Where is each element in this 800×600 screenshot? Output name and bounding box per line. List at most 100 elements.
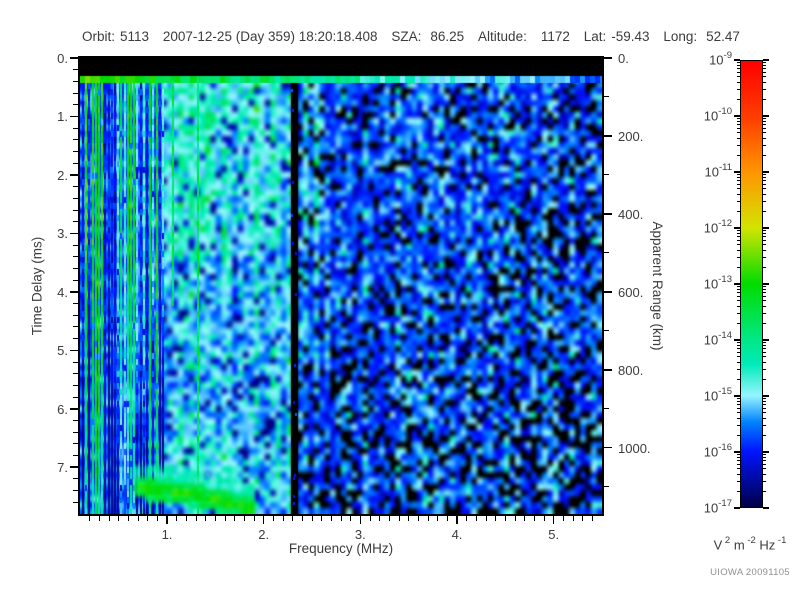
colorbar-major-tick bbox=[734, 59, 740, 61]
y-axis-minor-tick bbox=[73, 431, 78, 433]
colorbar-minor-tick bbox=[763, 210, 766, 212]
x-axis-minor-tick bbox=[524, 516, 526, 521]
colorbar-major-tick bbox=[734, 283, 740, 285]
colorbar-minor-tick bbox=[737, 118, 740, 120]
y-axis-minor-tick bbox=[73, 127, 78, 129]
y-axis-major-tick bbox=[70, 115, 78, 118]
colorbar-minor-tick bbox=[737, 98, 740, 100]
y-axis-minor-tick bbox=[73, 209, 78, 211]
colorbar-minor-tick bbox=[737, 144, 740, 146]
y-axis-minor-tick bbox=[73, 221, 78, 223]
colorbar-major-tick bbox=[763, 339, 769, 341]
y-axis-tick-label: 6. bbox=[57, 401, 68, 417]
header-altitude: Altitude: 1172 bbox=[478, 29, 570, 44]
y2-axis-minor-tick bbox=[604, 408, 609, 410]
colorbar-minor-tick bbox=[737, 368, 740, 370]
colorbar-minor-tick bbox=[737, 351, 740, 353]
y2-axis-tick-label: 0. bbox=[618, 51, 629, 66]
colorbar-minor-tick bbox=[763, 398, 766, 400]
colorbar-minor-tick bbox=[737, 249, 740, 251]
colorbar-minor-tick bbox=[737, 266, 740, 268]
colorbar-minor-tick bbox=[763, 176, 766, 178]
colorbar-major-tick bbox=[763, 115, 769, 117]
x-axis-tick-label: 4. bbox=[451, 527, 463, 542]
x-axis-minor-tick bbox=[446, 516, 448, 521]
header-info: Orbit: 5113 2007-12-25 (Day 359) 18:20:1… bbox=[82, 29, 740, 44]
colorbar-major-tick bbox=[734, 171, 740, 173]
colorbar-minor-tick bbox=[737, 407, 740, 409]
colorbar-major-tick bbox=[763, 227, 769, 229]
x-axis-minor-tick bbox=[98, 516, 100, 521]
x-axis-minor-tick bbox=[89, 516, 91, 521]
colorbar-tick-label: 10-16 bbox=[703, 442, 732, 460]
colorbar-minor-tick bbox=[763, 300, 766, 302]
x-axis-minor-tick bbox=[369, 516, 371, 521]
colorbar-units: V 2 m -2 Hz -1 bbox=[713, 535, 787, 553]
colorbar-minor-tick bbox=[737, 200, 740, 202]
y-axis-minor-tick bbox=[73, 151, 78, 153]
colorbar-minor-tick bbox=[737, 256, 740, 258]
colorbar-minor-tick bbox=[763, 188, 766, 190]
colorbar-minor-tick bbox=[737, 312, 740, 314]
long-value: 52.47 bbox=[706, 29, 740, 44]
orbit-label: Orbit: bbox=[82, 29, 116, 44]
colorbar-minor-tick bbox=[737, 344, 740, 346]
x-axis-minor-tick bbox=[514, 516, 516, 521]
altitude-label: Altitude: bbox=[478, 29, 527, 44]
colorbar-minor-tick bbox=[737, 64, 740, 66]
colorbar-minor-tick bbox=[737, 322, 740, 324]
y2-axis-tick-label: 600. bbox=[618, 284, 644, 300]
colorbar-minor-tick bbox=[737, 454, 740, 456]
orbit-value: 5113 bbox=[120, 29, 150, 44]
x-axis-minor-tick bbox=[185, 516, 187, 521]
colorbar-minor-tick bbox=[737, 127, 740, 129]
x-axis-minor-tick bbox=[485, 516, 487, 521]
lat-label: Lat: bbox=[583, 29, 607, 44]
colorbar-minor-tick bbox=[737, 295, 740, 297]
colorbar-minor-tick bbox=[737, 193, 740, 195]
x-axis-title: Frequency (MHz) bbox=[288, 541, 394, 556]
colorbar-minor-tick bbox=[737, 176, 740, 178]
colorbar-minor-tick bbox=[763, 64, 766, 66]
y-axis-minor-tick bbox=[73, 80, 78, 82]
colorbar-minor-tick bbox=[763, 456, 766, 458]
colorbar-minor-tick bbox=[763, 417, 766, 419]
y-axis-tick-label: 0. bbox=[57, 51, 68, 66]
y2-axis-minor-tick bbox=[604, 96, 609, 98]
y-axis-major-tick bbox=[70, 174, 78, 176]
x-axis-minor-tick bbox=[504, 516, 506, 521]
colorbar-minor-tick bbox=[737, 68, 740, 70]
x-axis-minor-tick bbox=[234, 516, 236, 521]
colorbar-minor-tick bbox=[763, 132, 766, 134]
colorbar-minor-tick bbox=[763, 71, 766, 73]
colorbar-minor-tick bbox=[737, 292, 740, 294]
x-axis-minor-tick bbox=[582, 516, 584, 521]
colorbar-minor-tick bbox=[763, 256, 766, 258]
colorbar-minor-tick bbox=[763, 342, 766, 344]
x-axis-minor-tick bbox=[156, 516, 158, 521]
y2-axis-major-tick bbox=[604, 213, 612, 215]
colorbar-minor-tick bbox=[737, 361, 740, 363]
datetime-value: 2007-12-25 (Day 359) 18:20:18.408 bbox=[162, 29, 378, 44]
y-axis-tick-label: 7. bbox=[57, 460, 68, 476]
x-axis-minor-tick bbox=[533, 516, 535, 521]
colorbar-minor-tick bbox=[763, 468, 766, 470]
y-axis-major-tick bbox=[70, 349, 78, 352]
y-axis-major-tick bbox=[70, 57, 78, 59]
x-axis-minor-tick bbox=[475, 516, 477, 521]
colorbar-minor-tick bbox=[737, 473, 740, 475]
colorbar-minor-tick bbox=[763, 361, 766, 363]
y-axis-major-tick bbox=[70, 466, 78, 468]
colorbar-major-tick bbox=[763, 395, 769, 397]
colorbar-minor-tick bbox=[763, 200, 766, 202]
colorbar-minor-tick bbox=[763, 76, 766, 78]
colorbar-minor-tick bbox=[763, 154, 766, 156]
colorbar-minor-tick bbox=[763, 127, 766, 129]
y-axis-minor-tick bbox=[73, 256, 78, 258]
colorbar-minor-tick bbox=[737, 154, 740, 156]
x-axis-tick-label: 3. bbox=[354, 527, 366, 542]
colorbar-major-tick bbox=[734, 339, 740, 341]
colorbar-major-tick bbox=[734, 227, 740, 229]
x-axis-minor-tick bbox=[282, 516, 284, 521]
colorbar-minor-tick bbox=[763, 473, 766, 475]
